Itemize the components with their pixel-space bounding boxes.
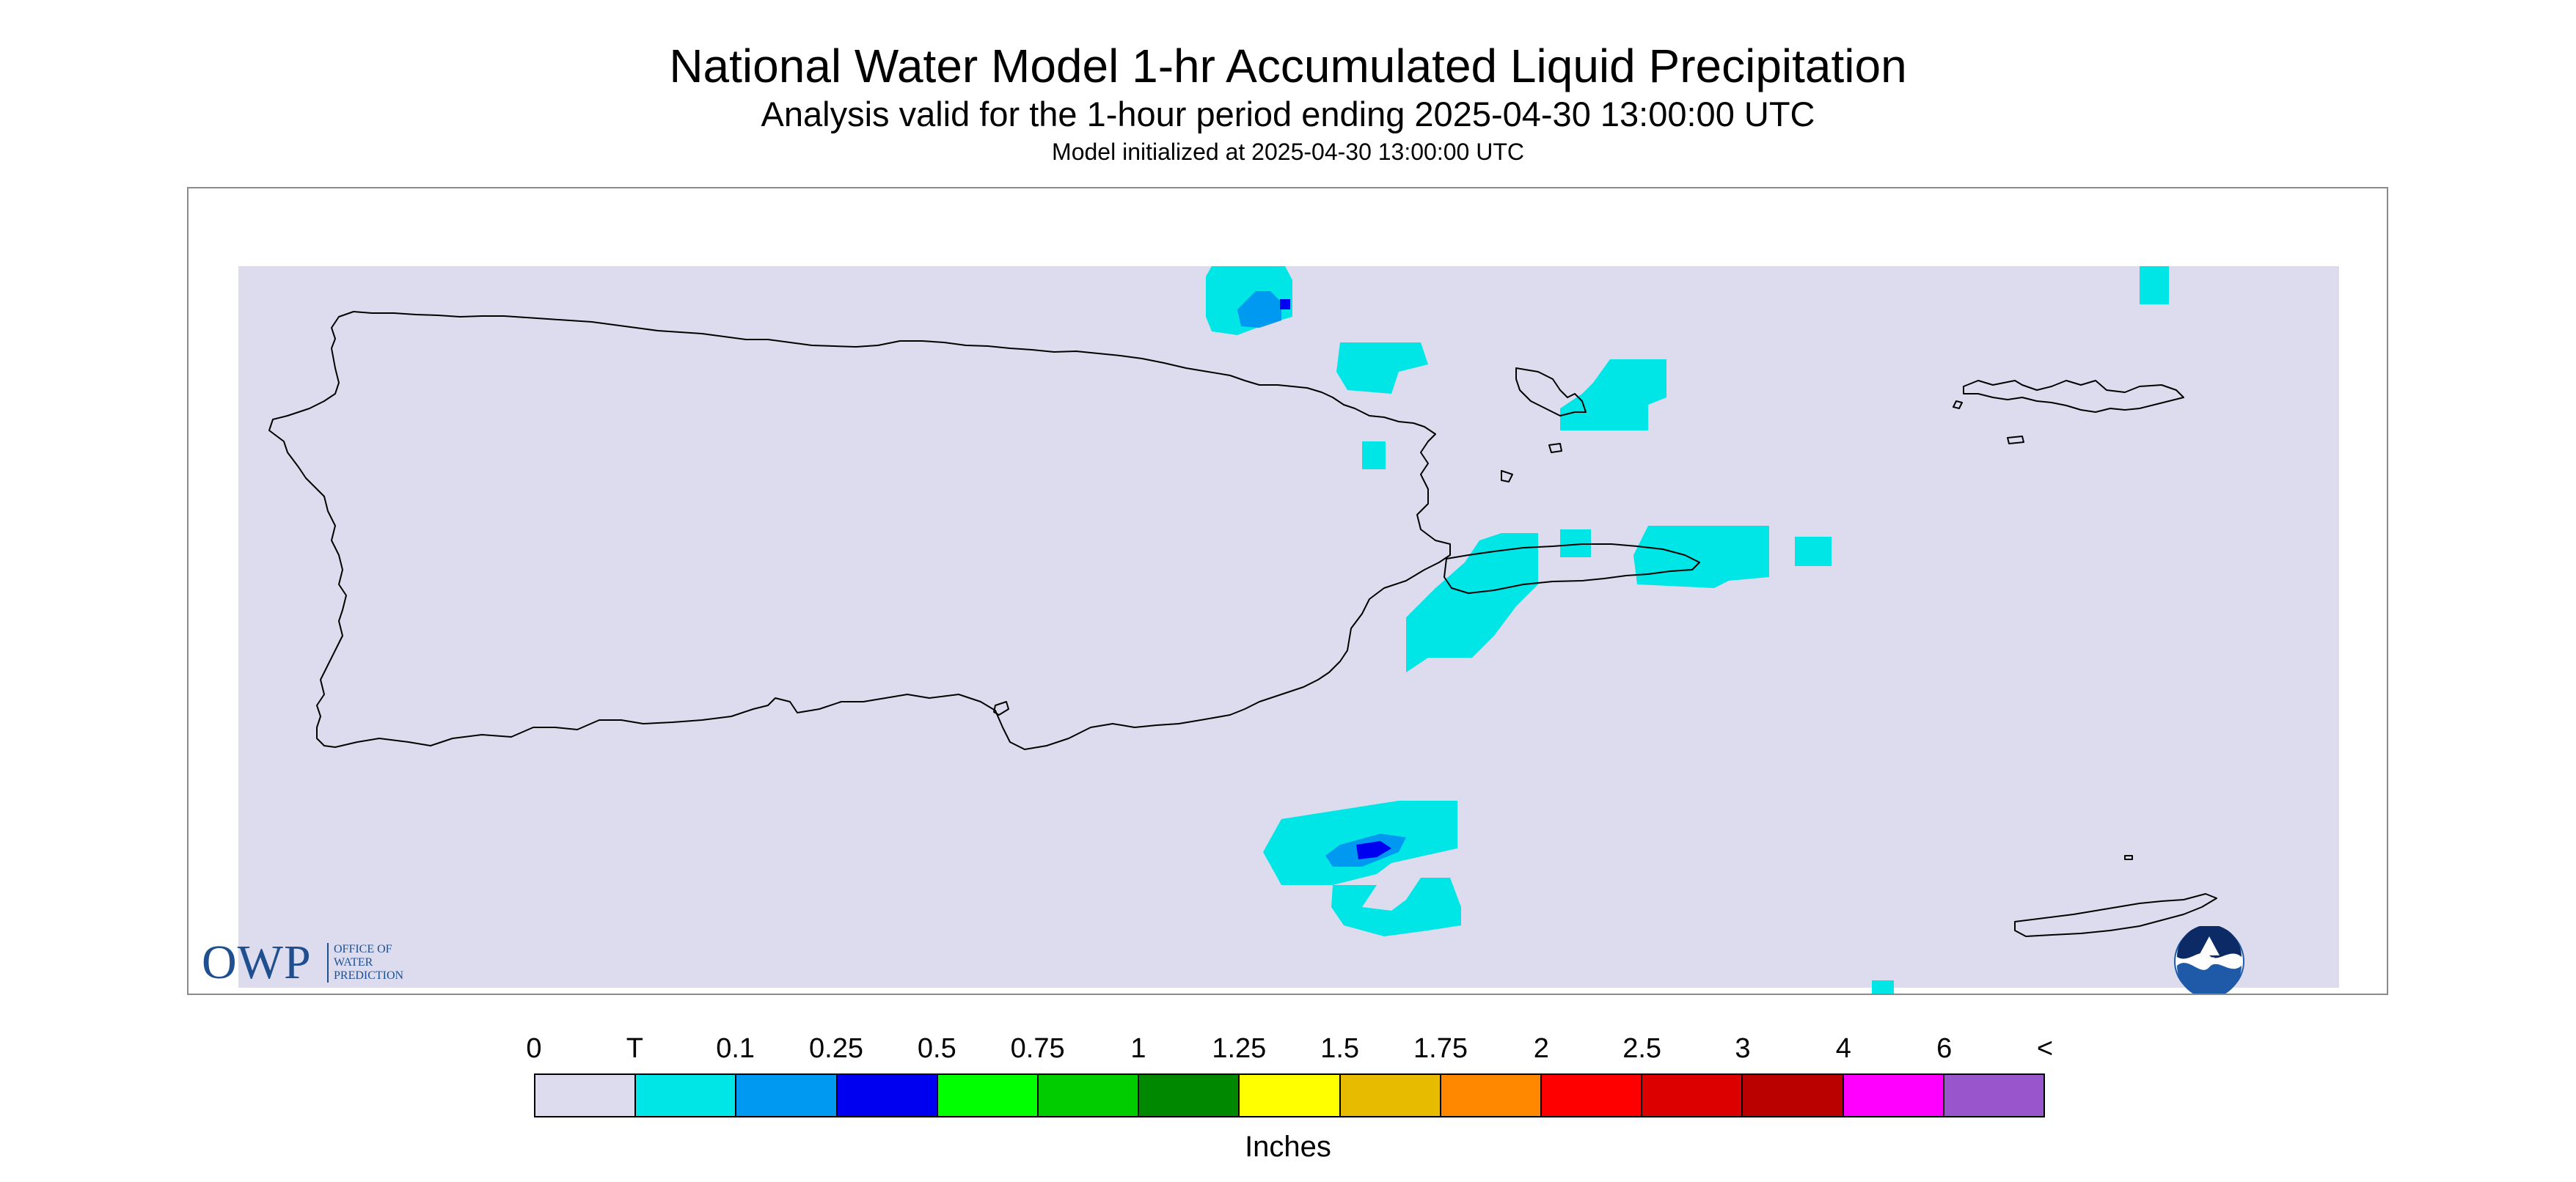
precip-cell-east-2 [1633,526,1769,588]
owp-logo-divider [327,943,329,983]
legend-tick-label: 2 [1533,1033,1549,1064]
legend-tick-label: < [2036,1033,2054,1064]
legend-tick-label: 0.75 [1010,1033,1065,1064]
legend-tick-label: T [626,1033,643,1064]
owp-logo-line2: WATER [334,956,373,969]
legend-swatch [1139,1075,1240,1116]
legend-tick-label: 1.25 [1212,1033,1267,1064]
owp-logo: OWP OFFICE OF WATER PREDICTION [202,936,458,989]
legend-swatch [1843,1075,1944,1116]
legend-swatch [1642,1075,1743,1116]
legend-swatch [636,1075,737,1116]
precip-cell-east-1 [1560,359,1666,430]
legend-tick-label: 1 [1130,1033,1146,1064]
legend-swatch [1542,1075,1643,1116]
legend-swatch [1743,1075,1844,1116]
precip-cell-north-peak [1280,299,1290,309]
st-thomas-st-john-outline [1963,380,2184,413]
precip-cell-bottom [1872,980,1894,994]
legend-swatch [937,1075,1039,1116]
islet-4 [2007,436,2024,444]
vieques-outline [1443,543,1700,594]
noaa-logo-text: NOAA [2194,955,2224,966]
legend-tick-label: 3 [1735,1033,1751,1064]
legend-tick-label: 0.1 [716,1033,755,1064]
legend-swatch [1944,1075,2044,1116]
precip-cell-east-3 [1795,537,1832,566]
islet-3 [1953,400,1963,409]
owp-logo-line1: OFFICE OF [334,943,392,955]
owp-logo-abbr: OWP [202,936,312,989]
precip-cell-north-core [1237,291,1281,328]
legend-tick-label: 0 [526,1033,542,1064]
precip-cell-small-1 [1362,441,1386,469]
islet-1 [1548,443,1562,453]
legend-swatch [1240,1075,1341,1116]
legend-tick-label: 1.5 [1320,1033,1360,1064]
precip-cell-central-east [1406,533,1538,672]
legend-tick-label: 0.25 [809,1033,863,1064]
page-title: National Water Model 1-hr Accumulated Li… [669,40,1907,92]
legend-swatch [535,1075,637,1116]
precip-cell-south-2 [1331,878,1461,936]
legend-tick-label: 0.5 [917,1033,956,1064]
coastlines [268,311,2217,937]
page-subtitle: Analysis valid for the 1-hour period end… [761,95,1815,133]
culebra-outline [1515,367,1587,416]
precip-cell-north-2 [1336,342,1428,394]
domain-gap-bottom [790,988,1780,994]
precipitation-map[interactable]: OWP OFFICE OF WATER PREDICTION NOAA [187,187,2388,995]
color-legend [534,1073,2045,1117]
mona-islet-outline [993,701,1009,716]
islet-5 [2124,855,2133,860]
owp-logo-line3: PREDICTION [334,969,404,982]
st-croix-outline [2014,893,2217,937]
model-init-text: Model initialized at 2025-04-30 13:00:00… [1052,139,1524,165]
legend-tick-label: 1.75 [1413,1033,1468,1064]
precip-moderate [1280,299,1391,859]
legend-swatch [1039,1075,1140,1116]
puerto-rico-outline [268,311,1451,750]
precip-cell-far-east [2140,266,2169,304]
precip-cell-south-peak [1356,841,1391,859]
legend-swatch [1441,1075,1543,1116]
noaa-logo: NOAA [2174,926,2244,994]
precip-trace [1206,266,2169,994]
legend-tick-label: 6 [1936,1033,1953,1064]
map-canvas [238,266,2339,994]
legend-units: Inches [1245,1131,1331,1163]
islet-2 [1501,470,1513,482]
legend-swatch [736,1075,838,1116]
legend-tick-label: 2.5 [1622,1033,1662,1064]
legend-swatch [837,1075,938,1116]
legend-swatch [1340,1075,1441,1116]
legend-tick-label: 4 [1835,1033,1851,1064]
